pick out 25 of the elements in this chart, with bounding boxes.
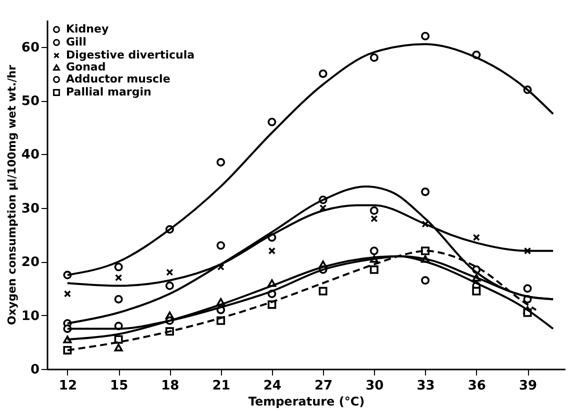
- x-tick-label: 36: [468, 378, 486, 394]
- y-tick-label: 0: [30, 362, 40, 378]
- legend-label: Digestive diverticula: [66, 48, 195, 62]
- x-tick-label: 39: [518, 378, 538, 394]
- x-axis-title: Temperature (°C): [248, 394, 365, 408]
- y-tick-label: 10: [21, 308, 40, 324]
- x-tick-label: 21: [212, 378, 230, 394]
- x-tick-label: 12: [58, 378, 77, 394]
- x-tick-label: 18: [161, 378, 180, 394]
- y-tick-label: 20: [21, 255, 40, 270]
- x-tick-label: 24: [263, 378, 282, 394]
- x-tick-label: 33: [416, 378, 435, 394]
- legend-label: Gill: [66, 36, 86, 48]
- legend-label: Kidney: [66, 22, 109, 36]
- y-tick-label: 30: [21, 201, 40, 216]
- x-tick-label: 15: [110, 378, 128, 394]
- legend-label: Pallial margin: [66, 86, 152, 98]
- y-tick-label: 40: [21, 148, 40, 163]
- x-tick-label: 30: [366, 378, 384, 394]
- x-tick-label: 27: [314, 378, 333, 394]
- y-axis-title: Oxygen consumption μl/100mg wet wt./hr: [5, 64, 18, 326]
- y-tick-label: 60: [21, 40, 40, 56]
- legend-label: Adductor muscle: [66, 72, 170, 86]
- legend-label: Gonad: [66, 60, 106, 74]
- y-tick-label: 50: [21, 94, 40, 110]
